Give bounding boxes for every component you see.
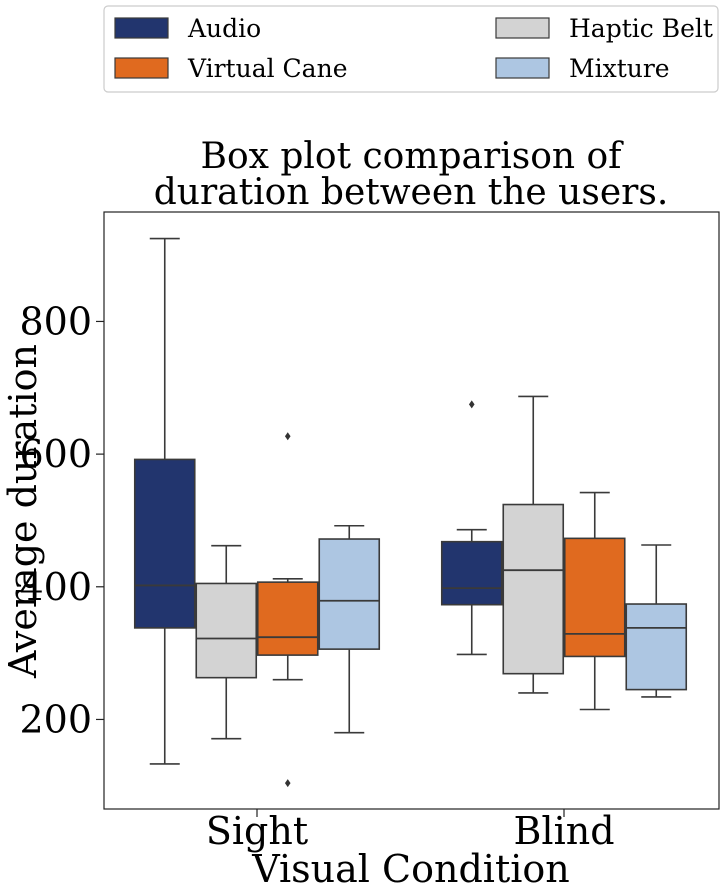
y-tick-label: 400 bbox=[19, 565, 92, 609]
box-haptic-belt-sight bbox=[195, 544, 258, 740]
box-body bbox=[563, 537, 626, 658]
box-haptic-belt-blind bbox=[502, 395, 565, 694]
y-tick-label: 600 bbox=[19, 432, 92, 476]
box-body bbox=[195, 582, 258, 679]
box-body bbox=[502, 503, 565, 675]
legend-swatch bbox=[495, 17, 550, 39]
outlier-point bbox=[284, 779, 291, 788]
outlier-point bbox=[284, 432, 291, 441]
x-axis-label: Visual Condition bbox=[251, 847, 569, 891]
legend-entry: Mixture bbox=[569, 54, 670, 83]
box-body bbox=[256, 581, 319, 656]
legend-swatch bbox=[114, 17, 169, 39]
box-body bbox=[318, 538, 381, 650]
y-tick-label: 200 bbox=[19, 697, 92, 741]
box-virtual-cane-blind bbox=[563, 491, 626, 711]
legend-entry: Audio bbox=[187, 14, 261, 43]
legend-swatch bbox=[114, 57, 169, 79]
x-tick-label: Blind bbox=[513, 809, 614, 853]
box-mixture-sight bbox=[318, 524, 381, 734]
chart-title-line-1: Box plot comparison of bbox=[201, 136, 625, 177]
box-audio-blind bbox=[440, 400, 503, 656]
x-tick-label: Sight bbox=[206, 809, 308, 853]
legend-entry: Haptic Belt bbox=[569, 14, 713, 43]
legend-frame bbox=[103, 5, 719, 93]
y-tick-label: 800 bbox=[19, 299, 92, 343]
box-body bbox=[440, 540, 503, 606]
legend: Audio Haptic Belt Virtual Cane Mixture bbox=[103, 5, 719, 93]
box-audio-sight bbox=[133, 237, 196, 765]
box-body bbox=[625, 603, 688, 691]
chart-title-line-2: duration between the users. bbox=[154, 172, 669, 213]
y-axis-label: Average duration bbox=[1, 344, 45, 679]
box-mixture-blind bbox=[625, 544, 688, 698]
legend-entry: Virtual Cane bbox=[187, 54, 348, 83]
box-virtual-cane-sight bbox=[256, 432, 319, 788]
plot-frame bbox=[103, 211, 720, 810]
box-body bbox=[133, 458, 196, 629]
legend-swatch bbox=[495, 57, 550, 79]
outlier-point bbox=[468, 400, 475, 409]
plot-area: 200 400 600 800 Sight Blind bbox=[19, 211, 720, 853]
